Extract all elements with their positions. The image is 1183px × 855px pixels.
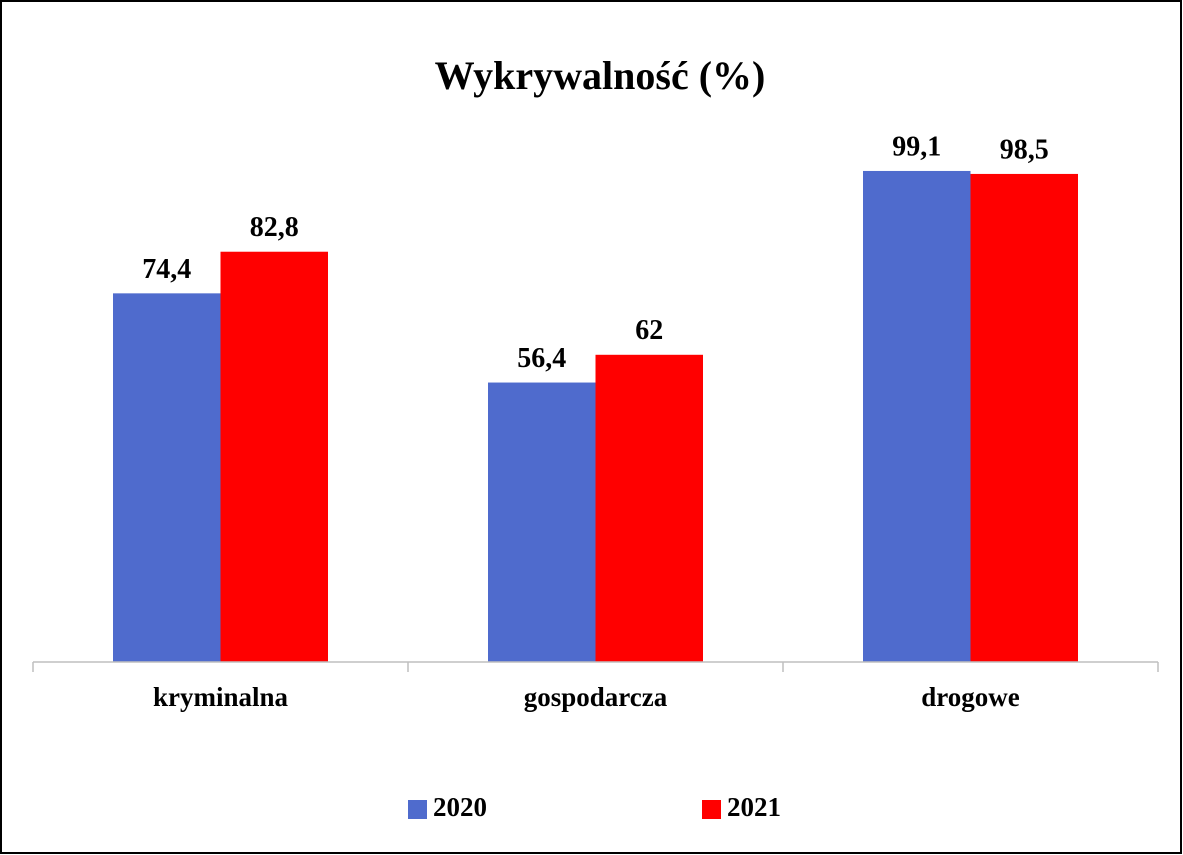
legend-label: 2021: [727, 792, 781, 822]
data-label: 98,5: [1000, 134, 1049, 165]
bar: [595, 354, 703, 662]
data-label: 74,4: [142, 254, 191, 285]
x-tick-label: kryminalna: [153, 682, 289, 712]
legend-swatch: [702, 800, 721, 819]
chart-title: Wykrywalność (%): [435, 53, 766, 98]
bar: [970, 173, 1078, 662]
data-label: 56,4: [517, 343, 566, 374]
bar: [863, 170, 971, 662]
legend-swatch: [408, 800, 427, 819]
legend-label: 2020: [433, 792, 487, 822]
data-label: 99,1: [892, 131, 941, 162]
bar: [488, 382, 596, 662]
data-label: 62: [635, 315, 663, 346]
x-tick-label: drogowe: [921, 682, 1020, 712]
data-label: 82,8: [250, 212, 299, 243]
x-tick-label: gospodarcza: [524, 682, 668, 712]
bar: [220, 251, 328, 662]
bar: [113, 293, 221, 662]
